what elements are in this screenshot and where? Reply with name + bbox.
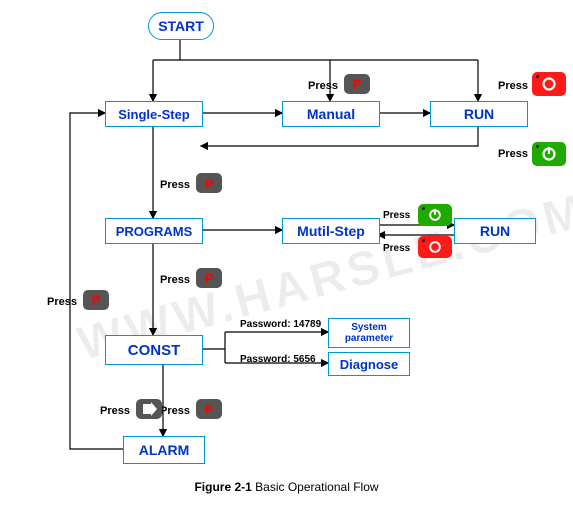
node-single-step-label: Single-Step (118, 107, 190, 122)
red-stop-button-icon (418, 236, 452, 258)
press-label: Press (498, 148, 528, 160)
press-label: Press (100, 405, 130, 417)
p-button-icon: P (196, 173, 222, 193)
node-start: START (148, 12, 214, 40)
p-button-icon: P (196, 399, 222, 419)
green-start-button-icon (418, 204, 452, 226)
figure-caption-number: Figure 2-1 (194, 480, 251, 494)
node-diagnose-label: Diagnose (340, 357, 399, 372)
press-label: Press (160, 405, 190, 417)
password-label: Password: 5656 (240, 354, 316, 365)
node-run-top-label: RUN (464, 106, 494, 122)
p-button-icon: P (344, 74, 370, 94)
press-label: Press (383, 210, 410, 221)
arrow-button-icon (136, 399, 162, 419)
password-label: Password: 14789 (240, 319, 321, 330)
press-label: Press (308, 80, 338, 92)
figure-caption: Figure 2-1 Basic Operational Flow (0, 480, 573, 494)
press-label: Press (498, 80, 528, 92)
node-run-mid: RUN (454, 218, 536, 244)
node-run-top: RUN (430, 101, 528, 127)
flow-lines (0, 0, 573, 507)
node-mutil-step-label: Mutil-Step (297, 223, 365, 239)
node-const: CONST (105, 335, 203, 365)
node-diagnose: Diagnose (328, 352, 410, 376)
press-label: Press (47, 296, 77, 308)
node-manual: Manual (282, 101, 380, 127)
press-label: Press (383, 243, 410, 254)
press-label: Press (160, 274, 190, 286)
node-mutil-step: Mutil-Step (282, 218, 380, 244)
figure-caption-text: Basic Operational Flow (252, 480, 379, 494)
p-button-icon: P (196, 268, 222, 288)
node-programs-label: PROGRAMS (116, 224, 193, 239)
node-run-mid-label: RUN (480, 223, 510, 239)
p-button-icon: P (83, 290, 109, 310)
node-system-parameter-label: Systemparameter (345, 322, 393, 344)
node-programs: PROGRAMS (105, 218, 203, 244)
node-alarm: ALARM (123, 436, 205, 464)
node-const-label: CONST (128, 342, 181, 359)
node-start-label: START (158, 18, 204, 34)
green-start-button-icon (532, 142, 566, 166)
node-alarm-label: ALARM (139, 442, 190, 458)
red-stop-button-icon (532, 72, 566, 96)
node-single-step: Single-Step (105, 101, 203, 127)
node-manual-label: Manual (307, 106, 355, 122)
press-label: Press (160, 179, 190, 191)
node-system-parameter: Systemparameter (328, 318, 410, 348)
